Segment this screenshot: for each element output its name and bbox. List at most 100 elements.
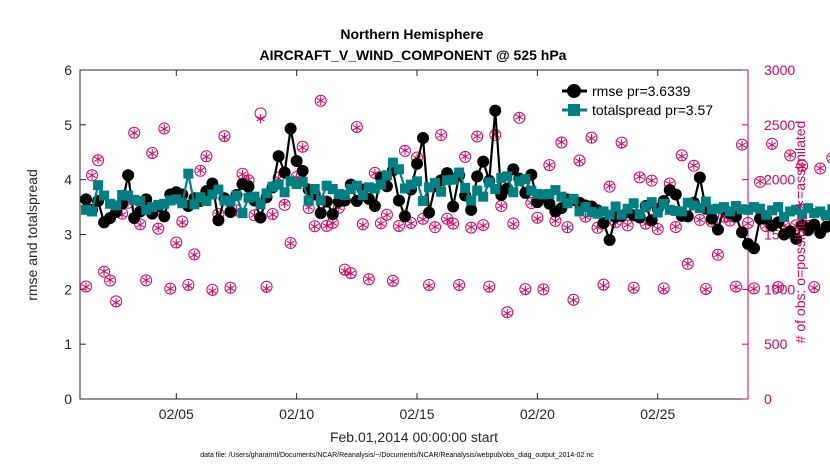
- asterisk-stroke: [406, 220, 416, 227]
- possible-obs-point: [362, 273, 375, 286]
- totalspread-point: [767, 205, 778, 216]
- x-axis-ticks: 02/05 02/10 02/15 02/20 02/25: [159, 406, 676, 422]
- totalspread-point: [724, 206, 735, 217]
- totalspread-point: [700, 196, 711, 207]
- possible-obs-point: [314, 94, 327, 107]
- assimilated-obs-point: [418, 214, 428, 224]
- assimilated-obs-point: [238, 169, 247, 179]
- assimilated-obs-point: [773, 282, 783, 292]
- totalspread-point: [237, 208, 248, 219]
- asterisk-stroke: [310, 223, 319, 230]
- asterisk-stroke: [400, 147, 410, 154]
- assimilated-obs-point: [87, 170, 97, 180]
- totalspread-point: [755, 203, 766, 214]
- totalspread-point: [285, 176, 296, 187]
- asterisk-stroke: [557, 139, 566, 145]
- totalspread-point: [159, 198, 170, 209]
- assimilated-obs-point: [521, 285, 530, 295]
- possible-obs-point: [398, 144, 411, 157]
- x-tick-label: 02/20: [520, 406, 555, 422]
- plot-area: [79, 69, 749, 400]
- totalspread-point: [418, 196, 429, 207]
- totalspread-point: [526, 185, 537, 196]
- possible-obs-point: [507, 217, 520, 230]
- asterisk-stroke: [358, 222, 368, 228]
- totalspread-point: [117, 190, 128, 201]
- rmse-point: [411, 157, 424, 170]
- assimilated-obs-point: [93, 154, 103, 164]
- asterisk-stroke: [202, 154, 211, 160]
- asterisk-stroke: [677, 153, 686, 159]
- possible-obs-point: [808, 281, 821, 294]
- assimilated-obs-point: [683, 259, 692, 269]
- totalspread-point: [412, 176, 423, 187]
- y-axis-right-label: # of obs: o=possible; ∗=assimilated: [792, 121, 808, 344]
- rmse-point: [423, 206, 436, 219]
- y-right-tick-label: 500: [764, 336, 788, 352]
- rmse-point: [669, 188, 682, 201]
- y-right-tick-label: 1000: [764, 281, 795, 297]
- totalspread-point: [562, 198, 573, 209]
- asterisk-stroke: [551, 218, 560, 224]
- possible-obs-point: [681, 257, 694, 270]
- assimilated-obs-point: [178, 218, 187, 228]
- totalspread-point: [646, 197, 657, 208]
- possible-obs-point: [711, 248, 724, 261]
- rmse-point: [603, 233, 616, 246]
- asterisk-stroke: [635, 174, 644, 180]
- totalspread-point: [309, 183, 320, 194]
- assimilated-obs-point: [695, 215, 705, 225]
- assimilated-obs-point: [160, 124, 169, 134]
- possible-obs-point: [513, 111, 526, 124]
- rmse-point: [398, 210, 411, 223]
- assimilated-obs-point: [358, 220, 368, 230]
- assimilated-obs-point: [262, 284, 271, 294]
- possible-obs-point: [386, 274, 399, 287]
- rmse-point: [711, 223, 724, 236]
- totalspread-point: [508, 187, 519, 198]
- asterisk-stroke: [148, 150, 157, 157]
- totalspread-point: [815, 206, 826, 217]
- asterisk-stroke: [563, 225, 572, 231]
- totalspread-point: [502, 171, 513, 182]
- totalspread-point: [189, 199, 200, 210]
- totalspread-point: [315, 195, 326, 206]
- possible-obs-point: [537, 283, 550, 296]
- asterisk-stroke: [749, 286, 759, 292]
- assimilated-obs-point: [454, 280, 464, 290]
- totalspread-point: [676, 206, 687, 217]
- totalspread-point: [496, 173, 507, 184]
- asterisk-stroke: [460, 153, 470, 160]
- asterisk-stroke: [166, 285, 175, 292]
- rmse-point: [465, 203, 478, 216]
- rmse-point: [489, 104, 502, 117]
- totalspread-point: [827, 204, 830, 215]
- asterisk-stroke: [298, 144, 307, 151]
- asterisk-stroke: [430, 224, 440, 230]
- totalspread-point: [634, 209, 645, 220]
- totalspread-point: [111, 200, 122, 211]
- assimilated-obs-point: [635, 172, 644, 182]
- asterisk-stroke: [653, 225, 662, 232]
- assimilated-obs-point: [166, 284, 175, 294]
- y-right-tick-label: 2000: [764, 172, 795, 188]
- assimilated-obs-point: [142, 275, 151, 285]
- asterisk-stroke: [671, 223, 680, 230]
- asterisk-stroke: [184, 283, 193, 289]
- totalspread-point: [339, 190, 350, 201]
- asterisk-stroke: [713, 251, 723, 258]
- asterisk-stroke: [418, 216, 428, 222]
- assimilated-obs-point: [575, 156, 584, 166]
- possible-obs-point: [146, 147, 159, 160]
- assimilated-obs-point: [184, 281, 193, 291]
- rmse-point: [477, 155, 490, 168]
- assimilated-obs-point: [749, 284, 759, 294]
- possible-obs-point: [158, 122, 171, 135]
- asterisk-stroke: [196, 167, 205, 174]
- asterisk-stroke: [731, 284, 741, 290]
- asterisk-stroke: [322, 223, 331, 229]
- totalspread-point: [544, 188, 555, 199]
- assimilated-obs-point: [563, 223, 572, 233]
- possible-obs-point: [651, 223, 664, 236]
